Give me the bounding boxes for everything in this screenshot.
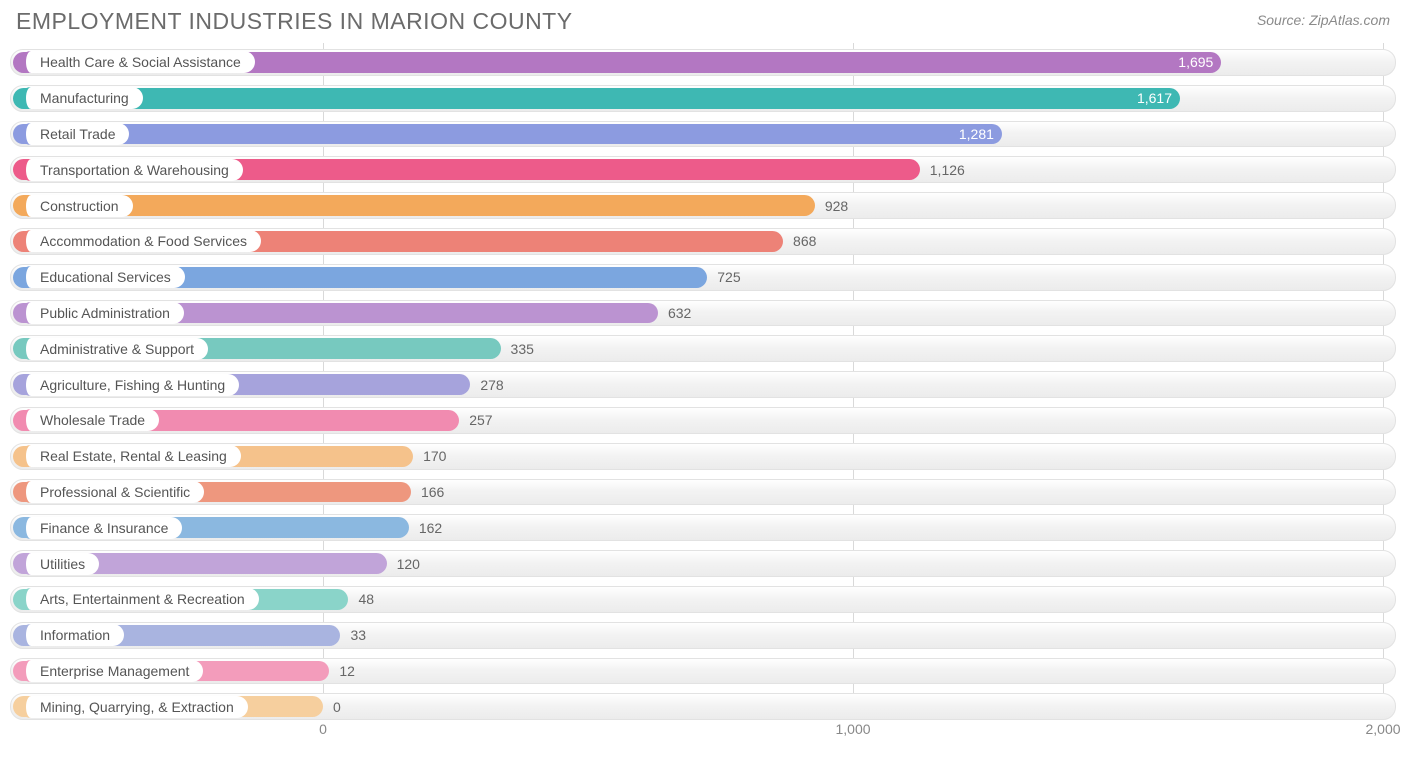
bar-value-label: 33 (350, 627, 366, 643)
bar-value-label: 162 (419, 520, 442, 536)
bar-value-label: 120 (397, 556, 420, 572)
bar-value-label: 278 (480, 377, 503, 393)
bar-value-label: 1,126 (930, 162, 965, 178)
bar-category-pill: Accommodation & Food Services (20, 230, 261, 252)
bar-value-label: 257 (469, 412, 492, 428)
bar-row: Enterprise Management 12 (10, 654, 1396, 689)
bar-row: Accommodation & Food Services 868 (10, 224, 1396, 259)
bar-row: Arts, Entertainment & Recreation 48 (10, 582, 1396, 617)
bar-category-pill: Wholesale Trade (20, 409, 159, 431)
bar-row: Retail Trade 1,281 (10, 117, 1396, 152)
bar-row: Utilities 120 (10, 546, 1396, 581)
bar-value-label: 1,695 (1178, 54, 1213, 70)
chart-area: Health Care & Social Assistance 1,695 Manu… (10, 43, 1396, 743)
bar-row: Wholesale Trade 257 (10, 403, 1396, 438)
bar-row: Transportation & Warehousing 1,126 (10, 152, 1396, 187)
bar-value-label: 1,617 (1137, 90, 1172, 106)
bars-container: Health Care & Social Assistance 1,695 Manu… (10, 43, 1396, 724)
bar-value-label: 632 (668, 305, 691, 321)
bar-value-label: 868 (793, 233, 816, 249)
bar-row: Information 33 (10, 618, 1396, 653)
bar-category-pill: Finance & Insurance (20, 517, 182, 539)
bar-row: Professional & Scientific 166 (10, 475, 1396, 510)
bar-row: Health Care & Social Assistance 1,695 (10, 45, 1396, 80)
bar-category-pill: Agriculture, Fishing & Hunting (20, 374, 239, 396)
source-prefix: Source: (1257, 12, 1309, 28)
bar-value-label: 0 (333, 699, 341, 715)
chart-header: EMPLOYMENT INDUSTRIES IN MARION COUNTY S… (0, 0, 1406, 39)
bar-row: Educational Services 725 (10, 260, 1396, 295)
chart-source: Source: ZipAtlas.com (1257, 12, 1390, 28)
bar-row: Agriculture, Fishing & Hunting 278 (10, 367, 1396, 402)
bar-category-pill: Mining, Quarrying, & Extraction (20, 696, 248, 718)
bar-row: Public Administration 632 (10, 296, 1396, 331)
bar-category-pill: Real Estate, Rental & Leasing (20, 445, 241, 467)
bar-row: Administrative & Support 335 (10, 331, 1396, 366)
bar-category-pill: Educational Services (20, 266, 185, 288)
x-axis: 01,0002,000 (10, 719, 1396, 743)
bar-category-pill: Enterprise Management (20, 660, 203, 682)
bar-category-pill: Administrative & Support (20, 338, 208, 360)
bar-category-pill: Health Care & Social Assistance (20, 51, 255, 73)
bar-category-pill: Arts, Entertainment & Recreation (20, 588, 259, 610)
bar-row: Construction 928 (10, 188, 1396, 223)
bar-category-pill: Retail Trade (20, 123, 129, 145)
bar-category-pill: Transportation & Warehousing (20, 159, 243, 181)
bar-value-label: 48 (358, 591, 374, 607)
bar-category-pill: Manufacturing (20, 87, 143, 109)
bar-value-label: 725 (717, 269, 740, 285)
bar-value-label: 1,281 (959, 126, 994, 142)
x-tick: 2,000 (1365, 721, 1400, 737)
bar-category-pill: Construction (20, 195, 133, 217)
bar-row: Finance & Insurance 162 (10, 510, 1396, 545)
bar-value-label: 166 (421, 484, 444, 500)
bar-row: Manufacturing 1,617 (10, 81, 1396, 116)
bar-category-pill: Professional & Scientific (20, 481, 204, 503)
bar-category-pill: Information (20, 624, 124, 646)
bar-fill (13, 124, 1002, 145)
bar-value-label: 170 (423, 448, 446, 464)
bar-category-pill: Public Administration (20, 302, 184, 324)
bar-fill (13, 195, 815, 216)
bar-fill (13, 88, 1180, 109)
x-tick: 1,000 (835, 721, 870, 737)
bar-row: Real Estate, Rental & Leasing 170 (10, 439, 1396, 474)
bar-category-pill: Utilities (20, 553, 99, 575)
x-tick: 0 (319, 721, 327, 737)
chart-title: EMPLOYMENT INDUSTRIES IN MARION COUNTY (16, 8, 573, 35)
source-link[interactable]: ZipAtlas.com (1309, 12, 1390, 28)
bar-value-label: 12 (339, 663, 355, 679)
bar-value-label: 335 (511, 341, 534, 357)
bar-value-label: 928 (825, 198, 848, 214)
